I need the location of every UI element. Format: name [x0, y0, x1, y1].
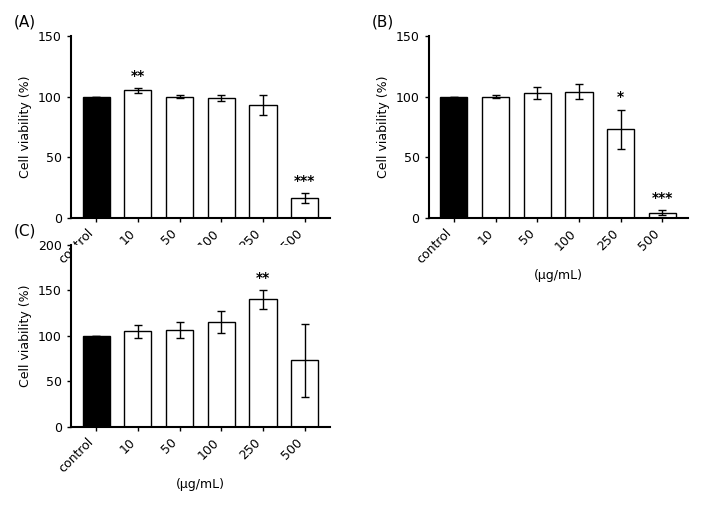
- Text: ***: ***: [652, 191, 673, 205]
- Bar: [83, 97, 110, 217]
- Text: ***: ***: [294, 174, 316, 188]
- Bar: [124, 90, 152, 217]
- Bar: [166, 331, 193, 427]
- Bar: [607, 129, 635, 217]
- X-axis label: (μg/mL): (μg/mL): [176, 479, 225, 491]
- Bar: [208, 98, 235, 217]
- Bar: [83, 336, 110, 427]
- Text: (C): (C): [14, 223, 36, 238]
- Bar: [649, 213, 676, 217]
- X-axis label: (μg/mL): (μg/mL): [534, 269, 583, 282]
- Text: (B): (B): [372, 14, 393, 29]
- Y-axis label: Cell viability (%): Cell viability (%): [19, 285, 33, 387]
- Bar: [524, 93, 551, 217]
- Text: *: *: [617, 90, 624, 104]
- Y-axis label: Cell viability (%): Cell viability (%): [377, 76, 390, 178]
- Bar: [250, 300, 277, 427]
- Bar: [566, 91, 593, 217]
- Bar: [124, 331, 152, 427]
- Bar: [482, 97, 509, 217]
- Text: **: **: [130, 68, 145, 83]
- Bar: [250, 105, 277, 217]
- Bar: [291, 360, 318, 427]
- Bar: [440, 97, 467, 217]
- Y-axis label: Cell viability (%): Cell viability (%): [19, 76, 33, 178]
- X-axis label: (μg/mL): (μg/mL): [176, 269, 225, 282]
- Bar: [166, 97, 193, 217]
- Bar: [291, 198, 318, 217]
- Text: **: **: [256, 271, 270, 285]
- Bar: [208, 322, 235, 427]
- Text: (A): (A): [14, 14, 36, 29]
